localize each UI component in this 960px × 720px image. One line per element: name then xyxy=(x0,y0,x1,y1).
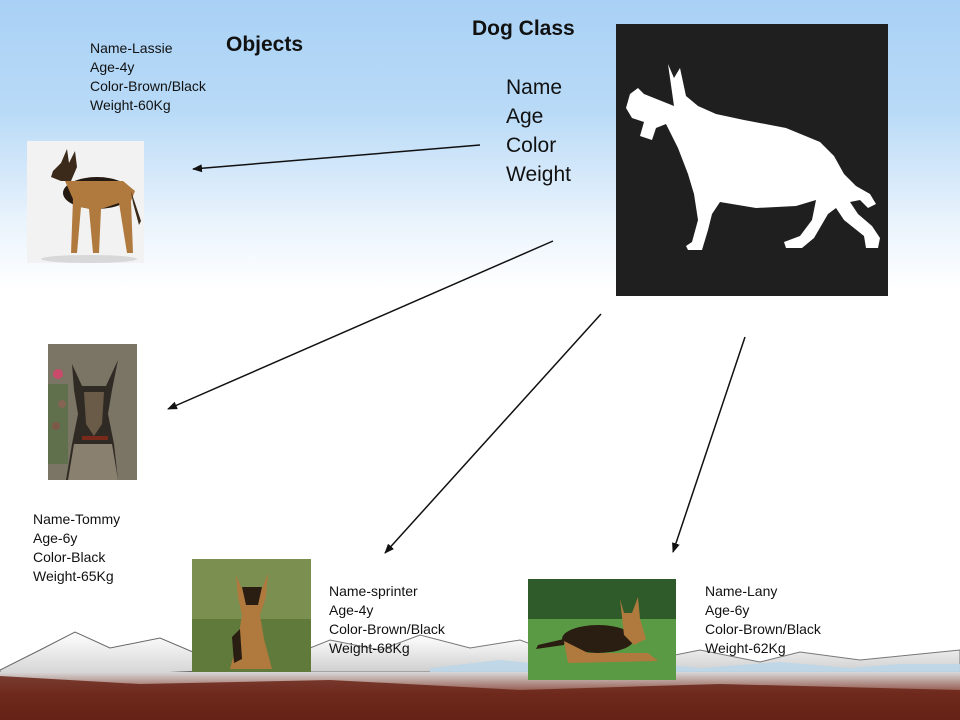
attribute-weight: Weight xyxy=(506,163,571,186)
objects-title: Objects xyxy=(226,33,304,56)
lassie-weight: Weight-60Kg xyxy=(90,97,171,113)
lany-photo xyxy=(528,579,676,680)
arrow-to-tommy xyxy=(167,240,554,410)
arrow-to-sprinter xyxy=(384,313,602,554)
tommy-weight: Weight-65Kg xyxy=(33,568,114,584)
object-info-tommy: Name-Tommy Age-6y Color-Black Weight-65K… xyxy=(33,510,120,586)
sprinter-age: Age-4y xyxy=(329,602,374,618)
object-info-lassie: Name-Lassie Age-4y Color-Brown/Black Wei… xyxy=(90,39,206,115)
sprinter-photo xyxy=(192,559,311,672)
class-title: Dog Class xyxy=(472,17,575,40)
object-info-lany: Name-Lany Age-6y Color-Brown/Black Weigh… xyxy=(705,582,821,658)
object-info-sprinter: Name-sprinter Age-4y Color-Brown/Black W… xyxy=(329,582,445,658)
sprinter-weight: Weight-68Kg xyxy=(329,640,410,656)
lany-weight: Weight-62Kg xyxy=(705,640,786,656)
tommy-age: Age-6y xyxy=(33,530,78,546)
attribute-name: Name xyxy=(506,76,563,99)
german-shepherd-silhouette-icon xyxy=(616,24,888,296)
sprinter-color: Color-Brown/Black xyxy=(329,621,445,637)
lassie-color: Color-Brown/Black xyxy=(90,78,206,94)
sprinter-name: Name-sprinter xyxy=(329,583,418,599)
tommy-color: Color-Black xyxy=(33,549,106,565)
tommy-name: Name-Tommy xyxy=(33,511,121,527)
attribute-age: Age xyxy=(506,105,544,128)
lassie-photo xyxy=(27,141,144,263)
lany-age: Age-6y xyxy=(705,602,750,618)
arrow-to-lassie xyxy=(192,144,481,173)
lassie-name: Name-Lassie xyxy=(90,40,173,56)
arrow-to-lany xyxy=(672,336,746,553)
lany-name: Name-Lany xyxy=(705,583,778,599)
lassie-age: Age-4y xyxy=(90,59,135,75)
tommy-photo xyxy=(48,344,137,480)
lany-color: Color-Brown/Black xyxy=(705,621,821,637)
class-attributes-list: Name Age Color Weight xyxy=(506,73,571,189)
attribute-color: Color xyxy=(506,134,557,157)
